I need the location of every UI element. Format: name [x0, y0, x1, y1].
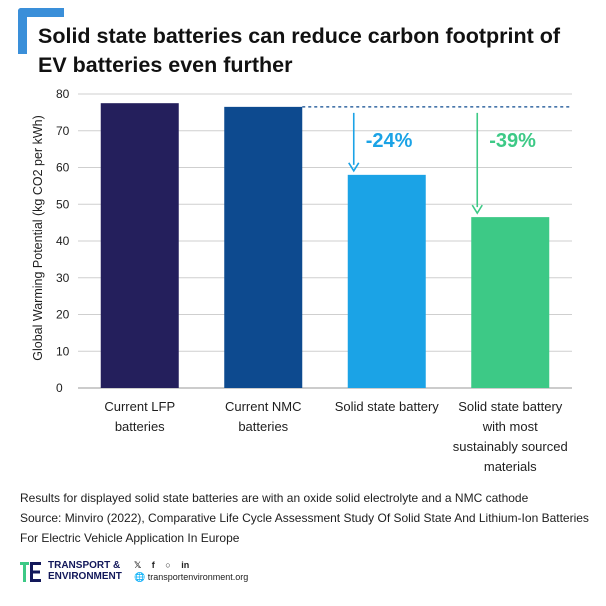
x-tick-label: Solid state battery — [335, 399, 440, 414]
te-logo-icon — [20, 562, 41, 582]
x-tick-label: Solid state battery — [458, 399, 563, 414]
y-tick-label: 80 — [56, 87, 70, 101]
footer: TRANSPORT & ENVIRONMENT 𝕏 f ○ in 🌐 trans… — [20, 560, 420, 586]
arrow-head — [348, 162, 360, 173]
x-tick-label: with most — [482, 419, 538, 434]
x-tick-label: sustainably sourced — [453, 439, 568, 454]
instagram-icon[interactable]: ○ — [165, 560, 171, 570]
arrow-head — [471, 204, 483, 215]
bar — [224, 106, 303, 389]
notes: Results for displayed solid state batter… — [20, 488, 590, 548]
facebook-icon[interactable]: f — [151, 560, 155, 570]
bar — [100, 103, 179, 388]
percent-change-label: -39% — [489, 130, 536, 152]
x-tick-label: Current LFP — [104, 399, 175, 414]
corner-accent — [18, 8, 64, 54]
bar — [347, 174, 426, 388]
y-tick-label: 30 — [56, 271, 70, 285]
y-tick-label: 40 — [56, 234, 70, 248]
y-tick-label: 50 — [56, 197, 70, 211]
x-tick-label: batteries — [238, 419, 288, 434]
globe-icon: 🌐 — [134, 572, 146, 582]
x-tick-label: materials — [484, 459, 537, 474]
y-tick-label: 60 — [56, 161, 70, 175]
y-axis-label: Global Warming Potential (kg CO2 per kWh… — [31, 115, 45, 360]
note-electrolyte: Results for displayed solid state batter… — [20, 491, 529, 505]
twitter-icon[interactable]: 𝕏 — [134, 560, 142, 570]
y-tick-label: 10 — [56, 344, 70, 358]
brand-name-line1: TRANSPORT & — [48, 560, 121, 571]
x-tick-label: Current NMC — [225, 399, 302, 414]
bar — [471, 217, 550, 388]
y-tick-label: 20 — [56, 308, 70, 322]
y-tick-label: 0 — [56, 381, 63, 395]
brand-name-line2: ENVIRONMENT — [48, 571, 122, 582]
y-tick-label: 70 — [56, 124, 70, 138]
website-text: transportenvironment.org — [147, 572, 249, 582]
bar-chart: 0 10 20 30 40 50 60 70 80 -24% -39% Current LFP ba… — [31, 87, 572, 474]
social-links: 𝕏 f ○ in 🌐 transportenvironment.org — [134, 560, 248, 583]
x-tick-label: batteries — [115, 419, 165, 434]
brand-name: TRANSPORT & ENVIRONMENT — [48, 560, 122, 582]
website-link[interactable]: 🌐 transportenvironment.org — [134, 572, 248, 583]
linkedin-icon[interactable]: in — [181, 560, 190, 570]
percent-change-label: -24% — [366, 130, 413, 152]
page-title: Solid state batteries can reduce carbon … — [38, 24, 561, 77]
note-source: Source: Minviro (2022), Comparative Life… — [20, 511, 589, 545]
